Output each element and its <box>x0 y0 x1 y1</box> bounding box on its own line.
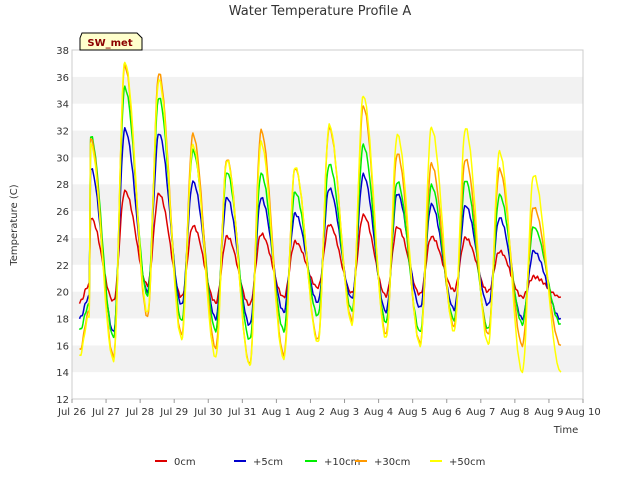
x-tick-label: Aug 4 <box>364 407 393 418</box>
y-axis-label: Temperature (C) <box>9 184 20 266</box>
x-tick-label: Aug 6 <box>432 407 461 418</box>
grid-band <box>72 103 583 131</box>
y-tick-label: 18 <box>56 314 69 325</box>
y-tick-label: 22 <box>56 261 69 272</box>
badge-label: SW_met <box>87 38 132 49</box>
grid-band <box>72 50 583 77</box>
y-tick-label: 38 <box>56 46 69 57</box>
legend-label: +5cm <box>253 457 283 468</box>
sw-met-badge: SW_met <box>79 32 143 51</box>
x-tick-label: Aug 8 <box>500 407 529 418</box>
x-axis-ticks: Jul 26 Jul 27 Jul 28 Jul 29 Jul 30 Jul 31 Aug … <box>57 399 601 418</box>
y-tick-label: 28 <box>56 180 69 191</box>
grid-band <box>72 76 583 104</box>
y-tick-label: 30 <box>56 153 69 164</box>
y-tick-label: 34 <box>56 100 69 111</box>
y-tick-label: 14 <box>56 368 69 379</box>
legend: 0cm +5cm +10cm +30cm +50cm <box>155 457 485 468</box>
grid-band <box>72 318 583 346</box>
y-tick-label: 26 <box>56 207 69 218</box>
x-tick-label: Jul 31 <box>227 407 256 418</box>
legend-label: +50cm <box>449 457 485 468</box>
x-tick-label: Aug 3 <box>330 407 359 418</box>
x-tick-label: Aug 9 <box>534 407 563 418</box>
grid-bands <box>72 50 583 399</box>
y-tick-label: 36 <box>56 73 69 84</box>
x-tick-label: Aug 2 <box>296 407 325 418</box>
legend-label: +10cm <box>324 457 360 468</box>
x-tick-label: Jul 27 <box>91 407 120 418</box>
x-axis-label: Time <box>553 425 578 436</box>
grid-band <box>72 345 583 373</box>
x-tick-label: Jul 29 <box>159 407 188 418</box>
x-tick-label: Jul 26 <box>57 407 86 418</box>
y-tick-label: 12 <box>56 395 69 406</box>
y-tick-label: 20 <box>56 288 69 299</box>
x-tick-label: Aug 1 <box>262 407 291 418</box>
x-tick-label: Jul 28 <box>125 407 154 418</box>
grid-band <box>72 237 583 265</box>
y-tick-label: 24 <box>56 234 69 245</box>
series-lines <box>78 61 562 374</box>
grid-band <box>72 291 583 319</box>
grid-band <box>72 264 583 292</box>
legend-label: +30cm <box>374 457 410 468</box>
x-tick-label: Aug 7 <box>466 407 495 418</box>
chart-title: Water Temperature Profile A <box>229 4 412 19</box>
y-tick-label: 16 <box>56 341 69 352</box>
y-tick-label: 32 <box>56 127 69 138</box>
legend-label: 0cm <box>174 457 196 468</box>
series-line-plus-50cm <box>78 61 562 374</box>
grid-band <box>72 372 583 399</box>
x-tick-label: Jul 30 <box>193 407 222 418</box>
x-tick-label: Aug 5 <box>398 407 427 418</box>
plot-frame <box>71 49 584 400</box>
x-tick-label: Aug 10 <box>565 407 600 418</box>
y-axis-ticks: 12 14 16 18 20 22 24 26 28 30 32 34 36 38 <box>56 46 69 406</box>
